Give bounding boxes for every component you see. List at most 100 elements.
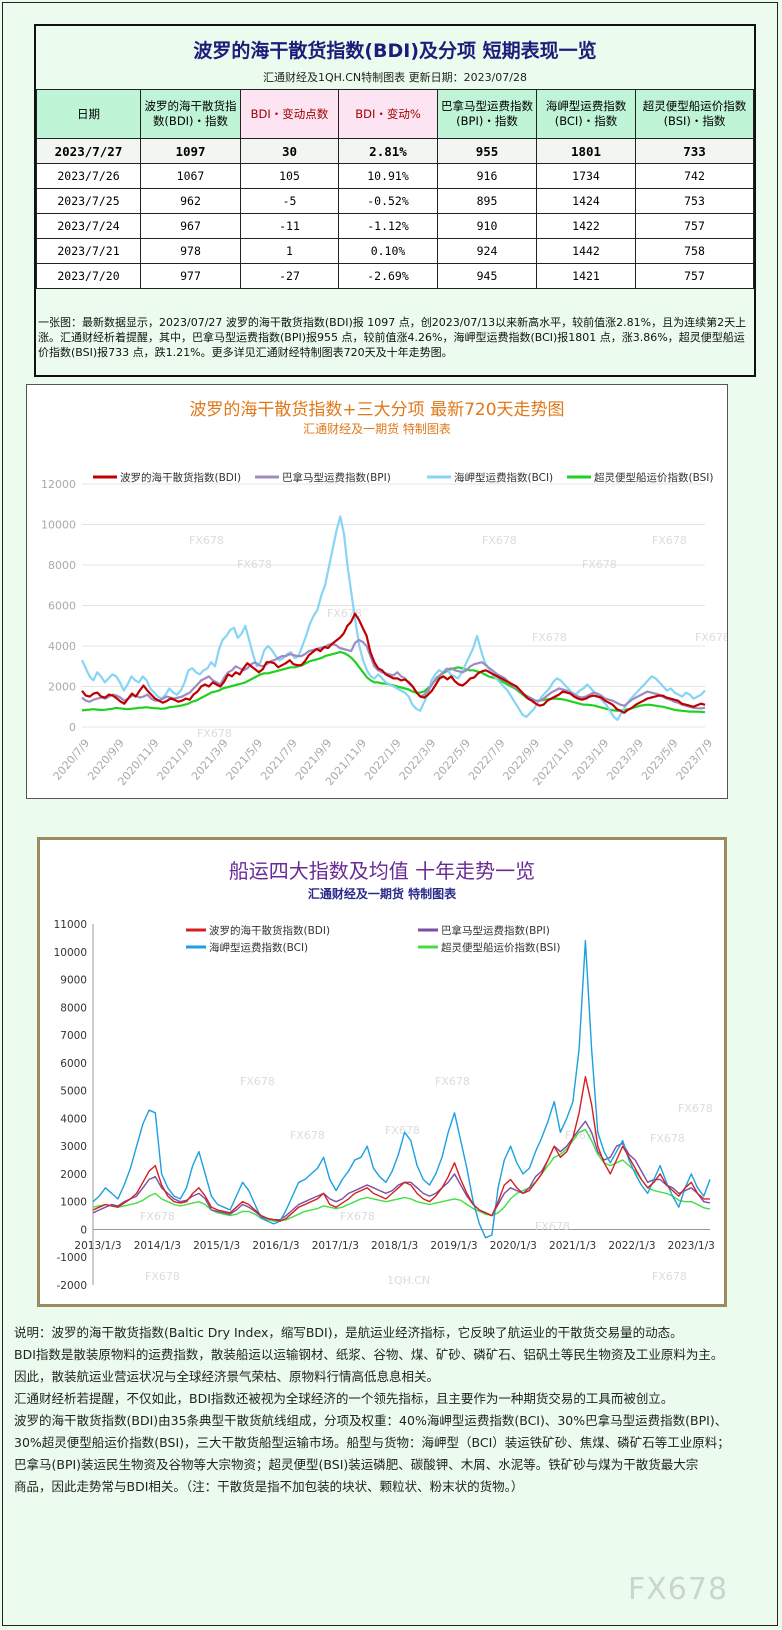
x-tick-label: 2022/1/3 [608,1240,655,1252]
x-tick-label: 2019/1/3 [430,1240,477,1252]
legend-label: 海岬型运费指数(BCI) [209,941,308,954]
watermark-logo: FX678 [628,1572,729,1607]
table-header-row: 日期 波罗的海干散货指数(BDI)・指数 BDI・变动点数 BDI・变动% 巴拿… [36,89,754,139]
description-line: 巴拿马(BPI)装运民生物资及谷物等大宗物资；超灵便型(BSI)装运磷肥、碳酸钾… [14,1457,699,1472]
chart-title: 船运四大指数及均值 十年走势一览 [229,859,535,883]
table-cell: 105 [240,163,339,189]
chart-watermark: FX678 [145,1270,180,1283]
y-tick-label: 8000 [48,559,76,572]
table-cell: 955 [437,138,537,164]
series-line [81,638,706,710]
y-tick-label: 8000 [60,1002,87,1014]
y-tick-label: 2000 [48,681,76,694]
table-cell: 1 [240,238,339,264]
series-line [92,939,711,1239]
y-tick-label: 9000 [60,975,87,987]
series-line [92,1128,711,1222]
table-cell: 2.81% [338,138,438,164]
legend-label: 波罗的海干散货指数(BDI) [209,924,330,937]
chart-watermark: FX678 [582,558,617,571]
x-tick-label: 2017/1/3 [312,1240,359,1252]
chart-watermark: FX678 [385,1124,420,1137]
legend-label: 波罗的海干散货指数(BDI) [120,471,241,484]
description-line: 波罗的海干散货指数(BDI)由35条典型干散货航线组成，分项及权重：40%海岬型… [14,1413,728,1428]
y-tick-label: 6000 [48,600,76,613]
table-cell: 757 [635,263,754,289]
table-cell: 967 [140,213,241,239]
y-tick-label: 5000 [60,1086,87,1098]
header-bdi-change: BDI・变动点数 [240,89,339,139]
table-cell: 2023/7/21 [36,238,141,264]
header-bpi: 巴拿马型运费指数(BPI)・指数 [437,89,537,139]
table-note: 一张图：最新数据显示，2023/07/27 波罗的海干散货指数(BDI)报 10… [38,316,747,359]
table-row: 2023/7/26 1067 105 10.91% 916 1734 742 [36,163,754,189]
table-cell: 1424 [536,188,636,214]
y-tick-label: 3000 [60,1141,87,1153]
y-tick-label: 6000 [60,1058,87,1070]
table-subtitle: 汇通财经及1QH.CN特制图表 更新日期：2023/07/28 [262,71,528,84]
legend-label: 巴拿马型运费指数(BPI) [282,471,391,484]
table-cell: -1.12% [338,213,438,239]
table-row: 2023/7/21 978 1 0.10% 924 1442 758 [36,238,754,264]
table-cell: -2.69% [338,263,438,289]
table-cell: -11 [240,213,339,239]
description-line: 汇通财经析若提醒，不仅如此，BDI指数还被视为全球经济的一个领先指标，且主要作为… [14,1391,674,1406]
y-tick-label: 10000 [54,947,87,959]
legend-label: 海岬型运费指数(BCI) [454,471,553,484]
table-cell: 757 [635,213,754,239]
x-tick-label: 2021/1/3 [549,1240,596,1252]
table-cell: 2023/7/25 [36,188,141,214]
table-cell: 1442 [536,238,636,264]
x-tick-label: 2020/1/3 [490,1240,537,1252]
y-tick-label: 4000 [60,1113,87,1125]
table-cell: 742 [635,163,754,189]
x-tick-label: 2018/1/3 [371,1240,418,1252]
table-cell: 977 [140,263,241,289]
table-cell: -0.52% [338,188,438,214]
header-date: 日期 [36,89,141,139]
table-row: 2023/7/27 1097 30 2.81% 955 1801 733 [36,138,754,164]
chart-watermark: FX678 [535,1220,570,1233]
y-tick-label: 0 [80,1224,87,1236]
table-cell: 1097 [140,138,241,164]
chart-watermark: FX678 [695,631,727,644]
description-line: 说明：波罗的海干散货指数(Baltic Dry Index，缩写BDI)，是航运… [14,1325,683,1340]
table-row: 2023/7/24 967 -11 -1.12% 910 1422 757 [36,213,754,239]
y-tick-label: 11000 [54,919,87,931]
table-cell: 753 [635,188,754,214]
table-cell: 1801 [536,138,636,164]
chart-watermark: FX678 [652,1270,687,1283]
x-tick-label: 2016/1/3 [252,1240,299,1252]
chart-watermark: FX678 [197,727,232,740]
table-cell: 1067 [140,163,241,189]
table-cell: 2023/7/27 [36,138,141,164]
table-cell: 10.91% [338,163,438,189]
x-tick-label: 2023/1/3 [668,1240,715,1252]
x-tick-label: 2015/1/3 [193,1240,240,1252]
chart-watermark: FX678 [140,1210,175,1223]
chart-subtitle: 汇通财经及一期货 特制图表 [303,421,451,436]
x-tick-label: 2023/7/9 [674,737,716,783]
table-cell: 1422 [536,213,636,239]
chart-watermark: FX678 [650,1132,685,1145]
description-line: BDI指数是散装原物料的运费指数，散装船运以运输钢材、纸浆、谷物、煤、矿砂、磷矿… [14,1347,724,1362]
description-line: 商品，因此走势常与BDI相关。（注：干散货是指不加包装的块状、颗粒状、粉末状的货… [14,1479,524,1494]
x-tick-label: 2014/1/3 [134,1240,181,1252]
description-line: 30%超灵便型船运价指数(BSI)，三大干散货船型运输市场。船型与货物：海岬型（… [14,1435,730,1450]
chart-watermark: FX678 [652,534,687,547]
y-tick-label: 7000 [60,1030,87,1042]
table-cell: 2023/7/20 [36,263,141,289]
chart-subtitle: 汇通财经及一期货 特制图表 [308,886,457,901]
chart-720-days: 波罗的海干散货指数+三大分项 最新720天走势图 汇通财经及一期货 特制图表 0 20… [26,384,728,799]
series-line [92,1075,710,1222]
table-cell: 962 [140,188,241,214]
y-tick-label: 2000 [60,1169,87,1181]
header-bdi: 波罗的海干散货指数(BDI)・指数 [140,89,241,139]
y-tick-label: 10000 [41,519,76,532]
table-cell: 0.10% [338,238,438,264]
y-tick-label: 12000 [41,478,76,491]
chart-title: 波罗的海干散货指数+三大分项 最新720天走势图 [189,400,564,420]
chart-watermark: FX678 [340,1210,375,1223]
